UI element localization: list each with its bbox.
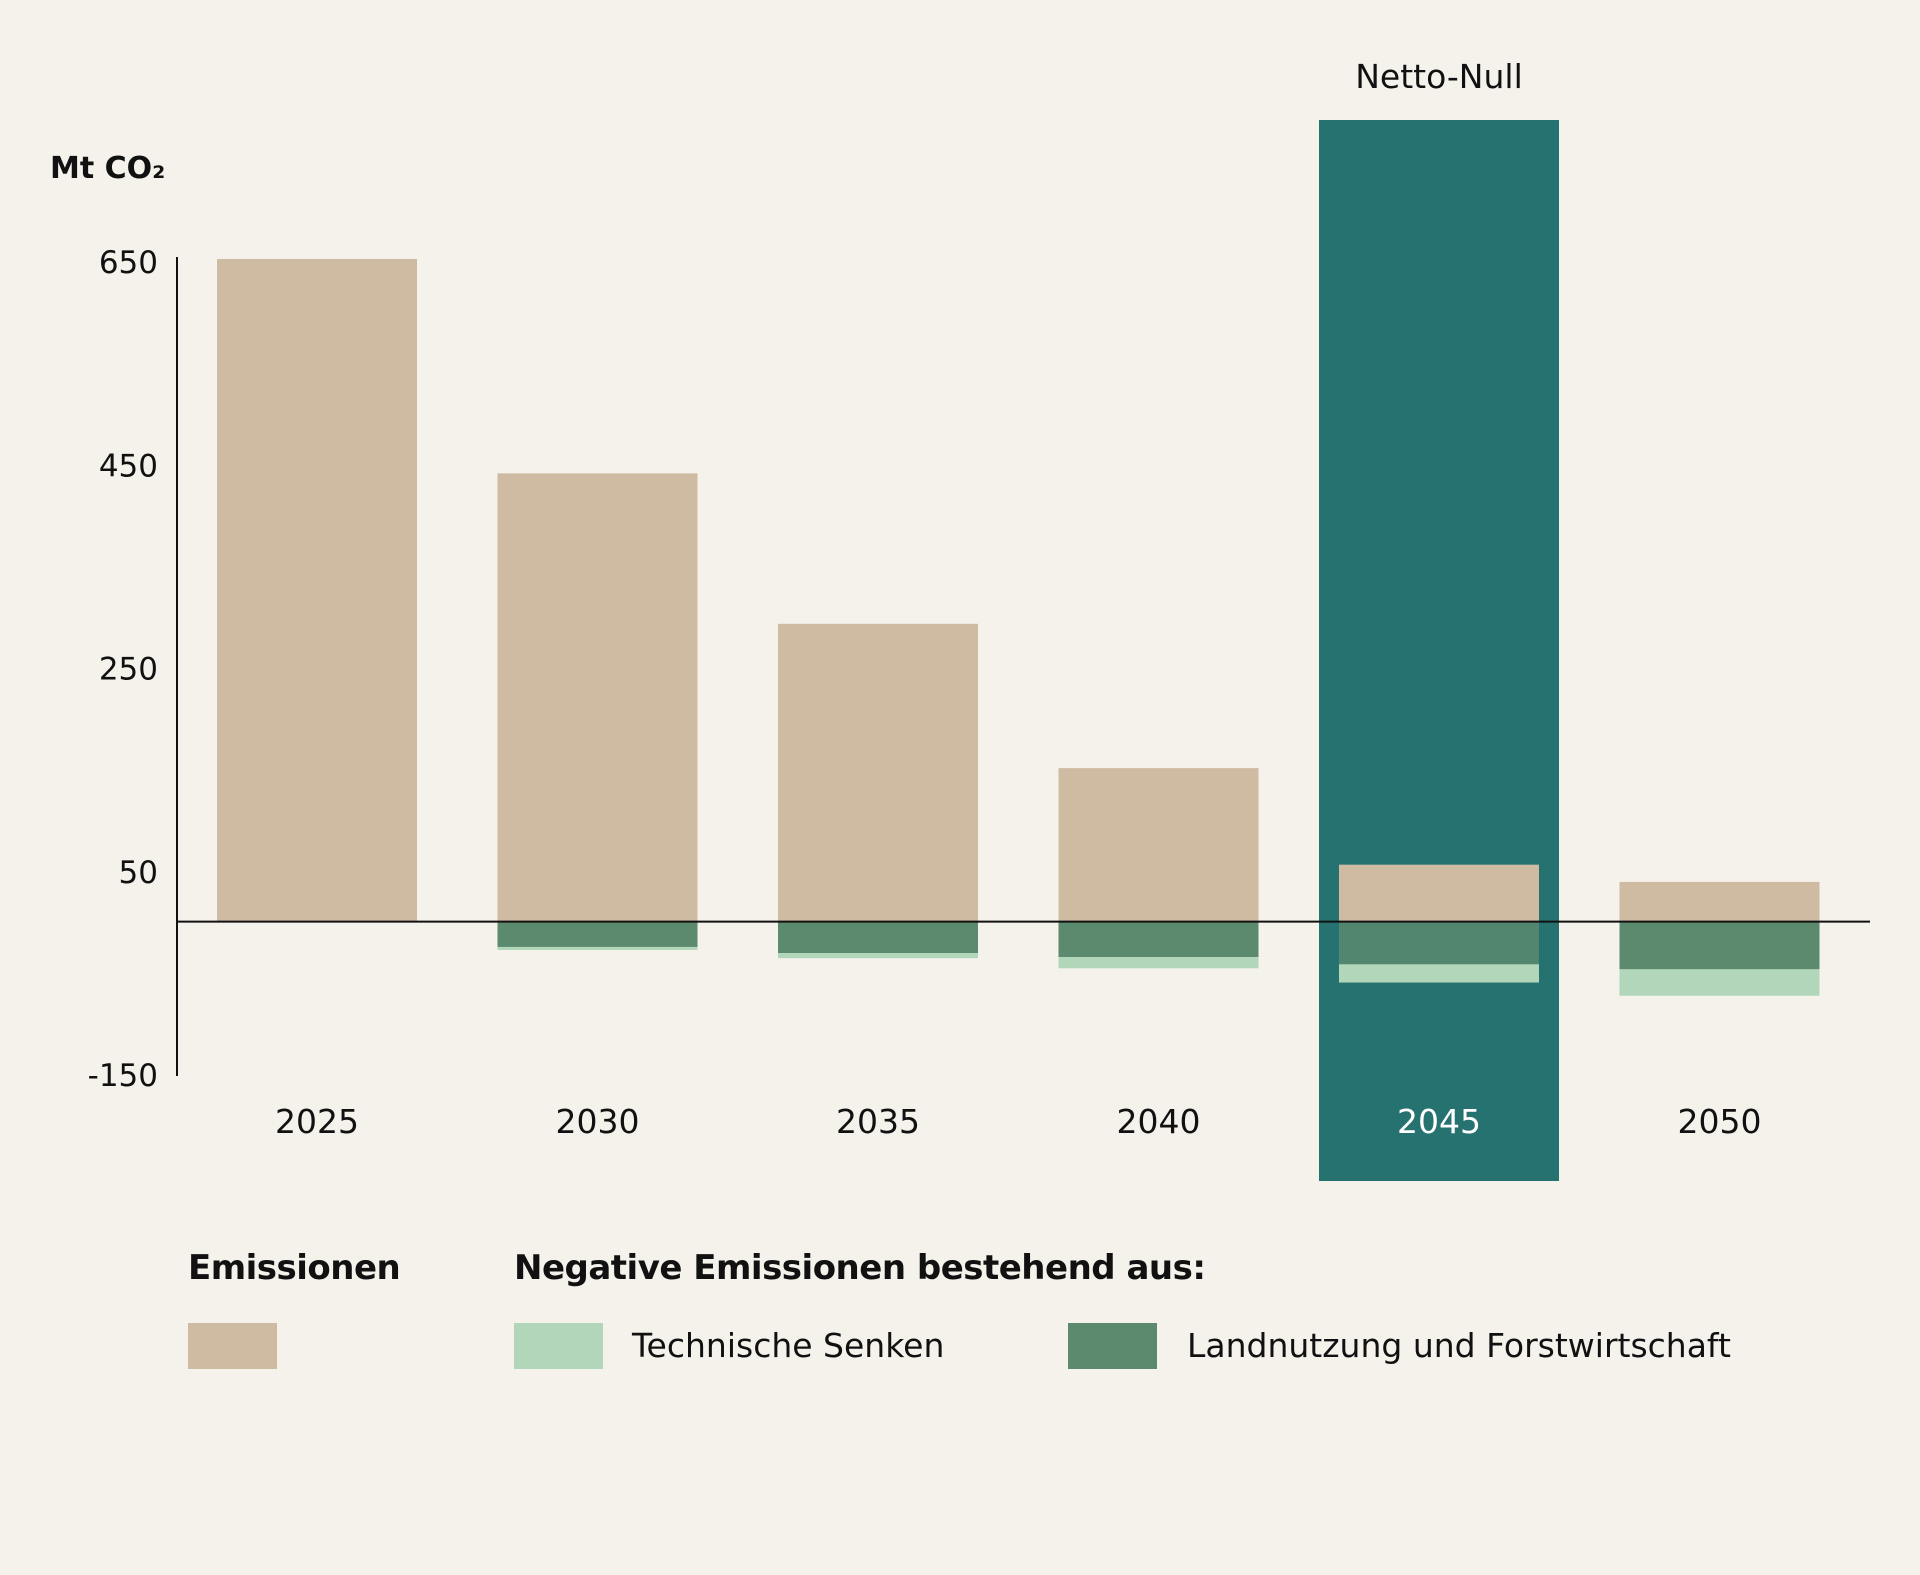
- y-tick-label-450: 450: [99, 448, 158, 484]
- bar-land-use-2035: [778, 921, 978, 954]
- legend-swatch-land-use: [1068, 1323, 1157, 1369]
- legend-label-technical-sinks: Technische Senken: [632, 1326, 945, 1365]
- y-tick-label-250: 250: [99, 652, 158, 688]
- legend-swatch-technical-sinks: [514, 1323, 603, 1369]
- bar-emissions-2035: [778, 623, 978, 922]
- bar-emissions-2030: [497, 473, 698, 922]
- y-tick-label--150: -150: [88, 1058, 158, 1094]
- bar-land-use-2030: [497, 921, 698, 947]
- x-tick-label-2030: 2030: [556, 1102, 640, 1141]
- bar-land-use-2040: [1058, 921, 1259, 958]
- bar-emissions-2025: [217, 258, 417, 922]
- y-axis-title: Mt CO₂: [50, 151, 165, 186]
- x-tick-label-2025: 2025: [275, 1102, 359, 1141]
- bar-land-use-2050: [1619, 921, 1820, 970]
- y-tick-label-50: 50: [119, 855, 158, 891]
- bar-technical-sinks-2030: [497, 946, 698, 951]
- highlight-label: Netto-Null: [1355, 57, 1523, 96]
- bar-technical-sinks-2035: [778, 953, 978, 959]
- bar-land-use-2045: [1339, 921, 1539, 965]
- bar-technical-sinks-2050: [1619, 969, 1820, 996]
- legend-heading-emissions: Emissionen: [188, 1248, 401, 1288]
- bar-emissions-2050: [1619, 881, 1820, 922]
- legend-heading-negative: Negative Emissionen bestehend aus:: [514, 1248, 1206, 1288]
- y-tick-label-650: 650: [99, 245, 158, 281]
- bar-emissions-2040: [1058, 768, 1259, 922]
- legend-swatch-emissions: [188, 1323, 277, 1369]
- highlight-band-2045: [1319, 120, 1559, 1181]
- x-tick-label-2045: 2045: [1397, 1102, 1481, 1141]
- bar-emissions-2045: [1339, 864, 1539, 922]
- bar-technical-sinks-2040: [1058, 957, 1259, 969]
- x-tick-label-2050: 2050: [1678, 1102, 1762, 1141]
- x-tick-label-2035: 2035: [836, 1102, 920, 1141]
- legend-label-land-use: Landnutzung und Forstwirtschaft: [1187, 1326, 1731, 1365]
- bar-technical-sinks-2045: [1339, 964, 1539, 983]
- x-tick-label-2040: 2040: [1117, 1102, 1201, 1141]
